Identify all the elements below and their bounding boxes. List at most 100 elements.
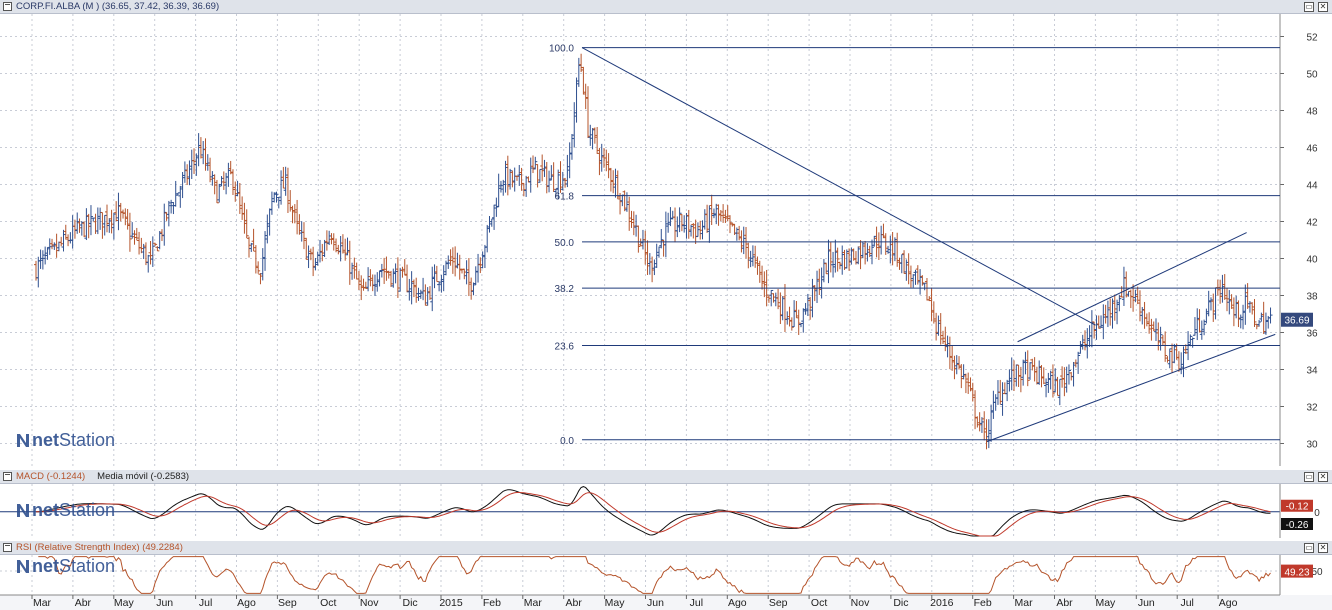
ohlc-bar bbox=[643, 230, 648, 265]
ohlc-bar bbox=[778, 292, 783, 324]
ohlc-bar bbox=[1243, 284, 1248, 325]
ohlc-bar bbox=[1076, 351, 1081, 374]
price-ytick-label: 38 bbox=[1306, 292, 1318, 303]
ohlc-bar bbox=[828, 242, 833, 273]
ohlc-bar bbox=[668, 207, 673, 227]
ohlc-bar bbox=[810, 278, 815, 318]
ohlc-bar bbox=[292, 204, 297, 224]
ohlc-bar bbox=[331, 233, 336, 251]
x-tick-label: Jul bbox=[690, 597, 703, 609]
ohlc-bar bbox=[1094, 315, 1099, 340]
macd-close-icon[interactable]: ✕ bbox=[1318, 472, 1328, 482]
price-ytick-label: 50 bbox=[1306, 70, 1318, 81]
ohlc-bar bbox=[100, 212, 105, 239]
ohlc-bar bbox=[260, 248, 265, 281]
macd-minimize-icon[interactable]: ▭ bbox=[1304, 472, 1314, 482]
ohlc-bar bbox=[1144, 313, 1149, 327]
ohlc-bar bbox=[1172, 343, 1177, 364]
ohlc-bar bbox=[221, 171, 226, 190]
ohlc-bar bbox=[881, 223, 886, 239]
ohlc-bar bbox=[159, 229, 164, 242]
ohlc-bar bbox=[1250, 302, 1255, 315]
x-tick-label: Mar bbox=[524, 597, 543, 609]
ohlc-bar bbox=[595, 126, 600, 154]
ohlc-bar bbox=[906, 253, 911, 285]
ohlc-bar bbox=[503, 160, 508, 193]
ohlc-bar bbox=[473, 266, 478, 286]
ohlc-bar bbox=[427, 286, 432, 300]
ohlc-bar bbox=[817, 268, 822, 295]
netstation-watermark-macd: netStation bbox=[16, 500, 115, 521]
x-tick-label: Ago bbox=[728, 597, 747, 609]
ohlc-bar bbox=[952, 355, 957, 380]
ohlc-bar bbox=[72, 219, 77, 239]
rsi-close-icon[interactable]: ✕ bbox=[1318, 543, 1328, 553]
ohlc-bar bbox=[606, 153, 611, 179]
price-ytick-label: 46 bbox=[1306, 144, 1318, 155]
x-tick-label: Abr bbox=[566, 597, 583, 609]
ohlc-bar bbox=[1252, 299, 1257, 327]
ohlc-bar bbox=[1195, 308, 1200, 341]
ohlc-bar bbox=[787, 306, 792, 327]
ohlc-bar bbox=[957, 356, 962, 370]
ohlc-bar bbox=[615, 170, 620, 200]
x-tick-label: 2016 bbox=[930, 597, 954, 609]
rsi-menu-icon[interactable] bbox=[3, 543, 12, 552]
ohlc-bar bbox=[123, 208, 128, 226]
ohlc-bar bbox=[285, 167, 290, 214]
macd-menu-icon[interactable] bbox=[3, 472, 12, 481]
ohlc-bar bbox=[579, 53, 584, 73]
x-tick-label: Dic bbox=[893, 597, 908, 609]
ohlc-bar bbox=[560, 171, 565, 191]
ohlc-bar bbox=[219, 176, 224, 187]
ohlc-bar bbox=[1236, 300, 1241, 328]
rsi-line bbox=[38, 556, 1271, 594]
netstation-watermark-rsi: netStation bbox=[16, 556, 115, 577]
ohlc-bar bbox=[208, 157, 213, 183]
ohlc-bar bbox=[469, 277, 474, 300]
minimize-icon[interactable]: ▭ bbox=[1304, 2, 1314, 12]
ohlc-bar bbox=[514, 175, 519, 181]
ohlc-bar bbox=[1085, 328, 1090, 359]
ohlc-bar bbox=[391, 268, 396, 288]
ohlc-bar bbox=[322, 239, 327, 258]
ohlc-bar bbox=[244, 209, 249, 239]
last-price-badge bbox=[1281, 312, 1313, 327]
ohlc-bar bbox=[553, 188, 558, 198]
x-tick-label: Jul bbox=[199, 597, 212, 609]
ohlc-bar bbox=[386, 270, 391, 279]
ohlc-bar bbox=[372, 274, 377, 296]
ohlc-bar bbox=[379, 263, 384, 278]
ohlc-bar bbox=[212, 174, 217, 195]
ohlc-bar bbox=[407, 278, 412, 301]
ohlc-bar bbox=[1115, 299, 1120, 325]
watermark-prefix: net bbox=[32, 500, 59, 520]
ohlc-bar bbox=[256, 261, 261, 274]
close-icon[interactable]: ✕ bbox=[1318, 2, 1328, 12]
ohlc-bar bbox=[824, 262, 829, 275]
ohlc-bar bbox=[109, 209, 114, 234]
ohlc-bar bbox=[150, 236, 155, 267]
x-tick-label: Abr bbox=[75, 597, 92, 609]
ohlc-bar bbox=[711, 208, 716, 219]
ohlc-bar bbox=[707, 205, 712, 243]
ohlc-bar bbox=[441, 265, 446, 292]
ohlc-bar bbox=[705, 204, 710, 233]
ohlc-bar bbox=[276, 196, 281, 209]
ohlc-bar bbox=[176, 192, 181, 196]
ohlc-bar bbox=[746, 242, 751, 269]
ohlc-bar bbox=[1025, 350, 1030, 387]
netstation-logo-icon bbox=[16, 502, 30, 517]
ohlc-bar bbox=[622, 190, 627, 212]
fib-level-label: 61.8 bbox=[555, 192, 575, 203]
x-tick-label: Nov bbox=[851, 597, 870, 609]
ohlc-bar bbox=[194, 153, 199, 176]
macd-signal-label: -0.26 bbox=[1286, 520, 1309, 531]
ohlc-bar bbox=[970, 382, 975, 402]
ohlc-bar bbox=[143, 242, 148, 266]
rsi-minimize-icon[interactable]: ▭ bbox=[1304, 543, 1314, 553]
ohlc-bar bbox=[1140, 307, 1145, 325]
ohlc-bar bbox=[281, 166, 286, 189]
ohlc-bar bbox=[363, 281, 368, 289]
panel-menu-icon[interactable] bbox=[3, 2, 12, 11]
